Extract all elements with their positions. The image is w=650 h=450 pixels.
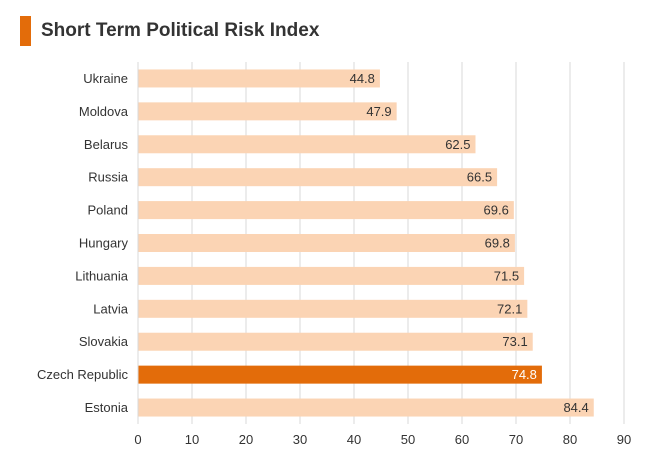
value-label: 73.1 [502, 334, 527, 349]
bar-poland [138, 201, 514, 220]
value-label: 44.8 [350, 71, 375, 86]
bar-lithuania [138, 266, 525, 285]
bar-moldova [138, 102, 397, 121]
value-label: 47.9 [366, 104, 391, 119]
category-label: Hungary [79, 236, 129, 251]
category-label: Russia [88, 170, 129, 185]
x-tick-label: 0 [134, 432, 141, 447]
bar-slovakia [138, 332, 533, 351]
chart-title: Short Term Political Risk Index [20, 16, 319, 46]
value-label: 69.8 [485, 236, 510, 251]
value-label: 62.5 [445, 137, 470, 152]
title-text: Short Term Political Risk Index [41, 20, 320, 41]
category-label: Ukraine [83, 71, 128, 86]
category-label: Estonia [85, 400, 129, 415]
x-tick-label: 30 [293, 432, 307, 447]
bar-czech-republic [138, 365, 542, 384]
x-tick-label: 70 [509, 432, 523, 447]
x-tick-label: 90 [617, 432, 631, 447]
bar-hungary [138, 234, 515, 252]
x-tick-label: 40 [347, 432, 361, 447]
bar-belarus [138, 135, 476, 154]
category-label: Poland [88, 203, 128, 218]
value-label: 71.5 [494, 268, 519, 283]
bar-russia [138, 168, 498, 187]
category-label: Belarus [84, 137, 129, 152]
x-tick-label: 80 [563, 432, 577, 447]
value-label: 66.5 [467, 170, 492, 185]
bar-latvia [138, 299, 528, 318]
bar-estonia [138, 398, 594, 417]
value-label: 74.8 [512, 367, 537, 382]
title-accent-bar [20, 16, 31, 46]
category-label: Czech Republic [37, 367, 129, 382]
value-label: 72.1 [497, 301, 522, 316]
value-label: 69.6 [484, 203, 509, 218]
bar-ukraine [138, 69, 380, 88]
category-label: Slovakia [79, 334, 129, 349]
category-label: Moldova [79, 104, 129, 119]
x-tick-label: 60 [455, 432, 469, 447]
category-label: Lithuania [75, 268, 129, 283]
value-label: 84.4 [563, 400, 588, 415]
x-tick-label: 20 [239, 432, 253, 447]
x-tick-label: 10 [185, 432, 199, 447]
x-tick-label: 50 [401, 432, 415, 447]
category-label: Latvia [93, 301, 128, 316]
